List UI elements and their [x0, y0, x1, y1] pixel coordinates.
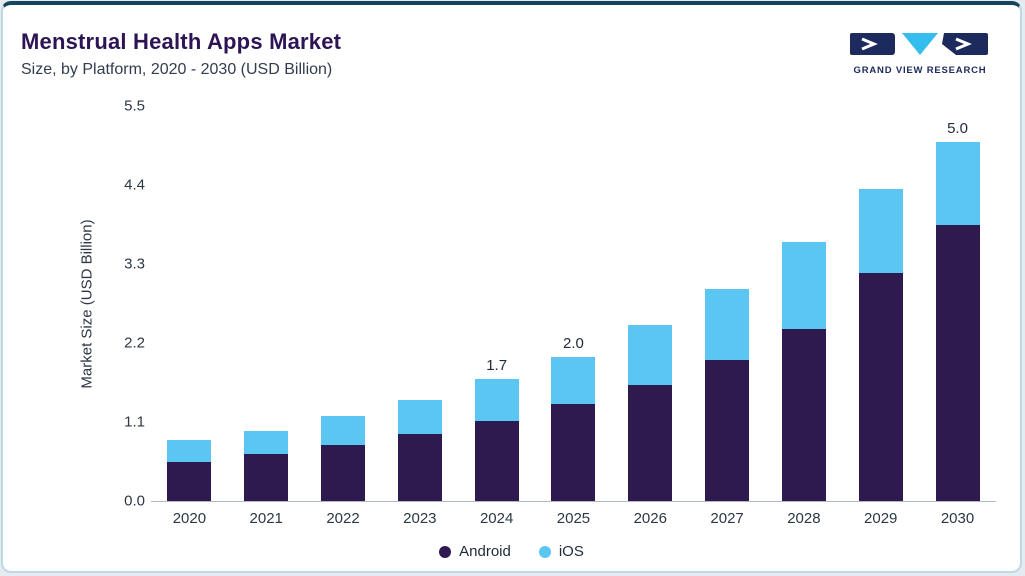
x-tick-label: 2030 — [940, 510, 975, 527]
y-axis-ticks: 0.0 1.1 2.2 3.3 4.4 5.5 — [99, 98, 145, 510]
y-tick-label: 1.1 — [124, 413, 145, 431]
grand-view-research-logo: GRAND VIEW RESEARCH — [846, 31, 994, 76]
x-axis-labels: 2020 2021 2022 2023 2024 2025 2026 2027 2028 2029… — [151, 510, 996, 527]
legend-item-ios: iOS — [538, 543, 584, 560]
bar-segment-ios-2030 — [935, 141, 980, 225]
bar-segment-android-2026 — [628, 384, 673, 501]
title-block: Menstrual Health Apps Market Size, by Pl… — [21, 29, 341, 79]
x-tick-label: 2023 — [403, 510, 437, 527]
bar-segment-android-2021 — [244, 454, 289, 501]
bar-value-label: 1.7 — [486, 356, 508, 374]
x-tick-label: 2029 — [864, 510, 898, 527]
bar-group-2020 — [151, 106, 228, 501]
bar-segment-android-2029 — [858, 272, 903, 501]
x-tick-label: 2020 — [172, 510, 207, 527]
bar-group-2021 — [228, 106, 305, 501]
legend-label: iOS — [558, 543, 584, 560]
bar-segment-android-2030 — [935, 224, 980, 501]
logo-text: GRAND VIEW RESEARCH — [853, 65, 987, 76]
bar-group-2026 — [612, 106, 689, 501]
bar-segment-ios-2021 — [244, 430, 289, 455]
bar-segment-ios-2024 — [474, 378, 519, 421]
bar-segment-android-2024 — [474, 420, 519, 501]
bar-group-2030: 5.0 — [919, 106, 996, 501]
legend-dot-android — [439, 545, 452, 558]
bar-segment-ios-2023 — [397, 400, 442, 435]
bar-group-2024: 1.7 — [458, 106, 535, 501]
bar-segment-android-2023 — [397, 434, 442, 501]
y-tick-label: 4.4 — [124, 176, 145, 194]
bar-value-label: 5.0 — [947, 119, 968, 137]
bar-group-2029 — [842, 106, 919, 501]
y-axis-title: Market Size (USD Billion) — [78, 219, 96, 389]
x-tick-label: 2025 — [556, 510, 591, 527]
bar-segment-ios-2028 — [781, 242, 826, 329]
y-tick-label: 5.5 — [124, 97, 145, 115]
bar-segment-ios-2025 — [551, 357, 596, 405]
bar-group-2025: 2.0 — [535, 106, 612, 501]
x-tick-label: 2022 — [326, 510, 360, 527]
logo-mark-icon — [850, 33, 988, 55]
plot-area: 1.7 2.0 5.0 — [151, 106, 996, 502]
bar-segment-android-2028 — [781, 328, 826, 501]
legend-dot-ios — [538, 545, 551, 558]
bar-segment-ios-2020 — [167, 439, 212, 462]
x-tick-label: 2028 — [787, 510, 821, 527]
page-subtitle: Size, by Platform, 2020 - 2030 (USD Bill… — [21, 61, 333, 78]
bar-segment-android-2025 — [551, 404, 596, 501]
bar-segment-ios-2026 — [628, 325, 673, 385]
x-tick-label: 2027 — [710, 510, 744, 527]
bar-group-2022 — [305, 106, 382, 501]
x-tick-label: 2026 — [633, 510, 667, 527]
page-title: Menstrual Health Apps Market — [21, 29, 342, 54]
bar-segment-ios-2022 — [321, 416, 366, 445]
legend: Android iOS — [3, 543, 1020, 560]
y-tick-label: 2.2 — [124, 334, 145, 352]
bar-value-label: 2.0 — [563, 335, 584, 353]
bar-group-2023 — [381, 106, 458, 501]
legend-item-android: Android — [439, 543, 511, 560]
y-tick-label: 3.3 — [124, 255, 145, 273]
y-tick-label: 0.0 — [124, 492, 145, 510]
bar-segment-android-2022 — [321, 444, 366, 501]
legend-label: Android — [459, 543, 511, 560]
bar-group-2028 — [766, 106, 843, 501]
bar-group-2027 — [689, 106, 766, 501]
bar-segment-android-2020 — [167, 461, 212, 501]
bar-segment-ios-2029 — [858, 188, 903, 273]
bar-segment-ios-2027 — [705, 289, 750, 360]
bar-segment-android-2027 — [705, 359, 750, 501]
x-tick-label: 2021 — [249, 510, 283, 527]
x-tick-label: 2024 — [479, 510, 514, 527]
